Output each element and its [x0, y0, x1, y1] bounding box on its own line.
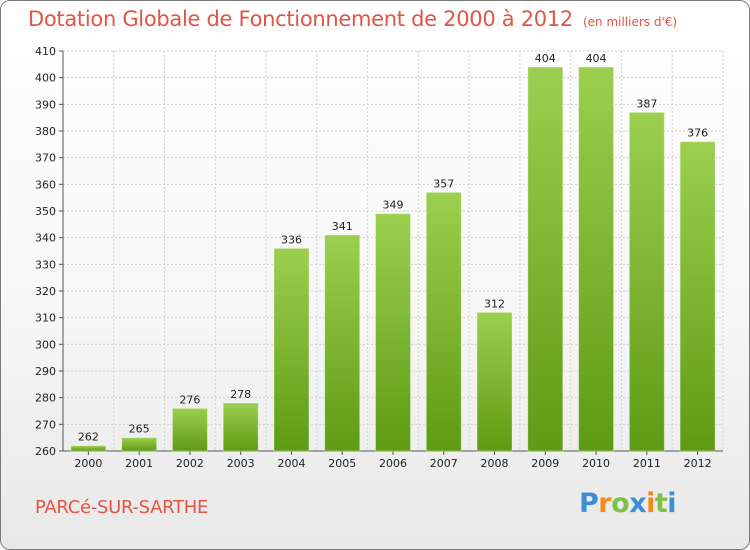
bar — [629, 112, 665, 451]
bar-outline — [121, 437, 158, 452]
y-tick-label: 350 — [35, 205, 56, 218]
x-tick-label: 2007 — [430, 457, 458, 470]
bar — [172, 408, 208, 451]
bar-value-label: 387 — [636, 97, 657, 110]
bar-value-label: 376 — [687, 127, 708, 140]
bar-value-label: 262 — [78, 431, 99, 444]
bar-outline — [679, 141, 716, 452]
bar-value-label: 357 — [433, 177, 454, 190]
y-tick-label: 310 — [35, 312, 56, 325]
x-tick-label: 2008 — [481, 457, 509, 470]
bar-outline — [273, 247, 310, 452]
x-tick-label: 2009 — [531, 457, 559, 470]
x-tick-label: 2003 — [227, 457, 255, 470]
bar — [223, 403, 259, 451]
y-tick-label: 270 — [35, 418, 56, 431]
bar-outline — [171, 407, 208, 452]
bar — [273, 248, 309, 451]
bar-outline — [476, 311, 513, 452]
y-tick-label: 380 — [35, 125, 56, 138]
bar — [70, 445, 106, 451]
bar — [477, 312, 513, 451]
y-tick-label: 360 — [35, 178, 56, 191]
x-tick-label: 2001 — [125, 457, 153, 470]
y-tick-label: 370 — [35, 152, 56, 165]
bar-value-label: 312 — [484, 297, 505, 310]
y-tick-label: 410 — [35, 45, 56, 58]
x-tick-label: 2002 — [176, 457, 204, 470]
bar-outline — [70, 445, 107, 452]
bar-value-label: 349 — [383, 199, 404, 212]
bar — [680, 141, 716, 451]
bar-outline — [222, 402, 259, 452]
logo-letter: t — [654, 488, 668, 519]
logo-letter: o — [611, 488, 630, 519]
x-tick-label: 2004 — [277, 457, 305, 470]
bar-value-label: 276 — [179, 393, 200, 406]
y-tick-label: 340 — [35, 232, 56, 245]
x-tick-label: 2012 — [684, 457, 712, 470]
y-tick-label: 300 — [35, 338, 56, 351]
bar-outline — [628, 111, 665, 452]
bars — [70, 66, 716, 452]
bar-value-label: 265 — [129, 423, 150, 436]
chart-subtitle: (en milliers d'€) — [582, 15, 678, 29]
y-tick-label: 260 — [35, 445, 56, 458]
logo-letter: x — [629, 488, 647, 519]
y-tick-label: 290 — [35, 365, 56, 378]
x-tick-label: 2010 — [582, 457, 610, 470]
bar — [375, 213, 411, 451]
bar-value-label: 341 — [332, 220, 353, 233]
chart-title: Dotation Globale de Fonctionnement de 20… — [28, 7, 677, 31]
chart-title-text: Dotation Globale de Fonctionnement de 20… — [28, 7, 573, 31]
bar — [121, 437, 157, 451]
logo-letter: P — [579, 488, 599, 519]
labels: 260 270 280 290 300 310 320 330 340 350 360 370 380 3… — [35, 45, 712, 470]
y-tick-label: 390 — [35, 98, 56, 111]
logo-letter: i — [646, 488, 655, 519]
y-tick-label: 320 — [35, 285, 56, 298]
x-tick-label: 2011 — [633, 457, 661, 470]
bar — [578, 67, 614, 451]
bar-value-label: 404 — [586, 52, 607, 65]
bar — [426, 192, 462, 452]
x-tick-label: 2000 — [74, 457, 102, 470]
bar-outline — [527, 66, 564, 452]
y-tick-label: 400 — [35, 72, 56, 85]
bar-outline — [425, 191, 462, 452]
x-tick-label: 2005 — [328, 457, 356, 470]
bar — [527, 67, 563, 451]
commune-name: PARCé-SUR-SARTHE — [35, 497, 209, 518]
bar-outline — [375, 213, 411, 452]
logo-letter: r — [598, 488, 612, 519]
bar-value-label: 336 — [281, 233, 302, 246]
bar-value-label: 404 — [535, 52, 556, 65]
bar-value-label: 278 — [230, 388, 251, 401]
logo-letter: i — [667, 488, 677, 519]
bar-outline — [578, 66, 615, 452]
proxiti-logo: Proxiti — [579, 488, 677, 519]
y-tick-label: 330 — [35, 258, 56, 271]
x-tick-label: 2006 — [379, 457, 407, 470]
bar — [324, 235, 360, 451]
y-tick-label: 280 — [35, 392, 56, 405]
bar-outline — [324, 234, 361, 452]
